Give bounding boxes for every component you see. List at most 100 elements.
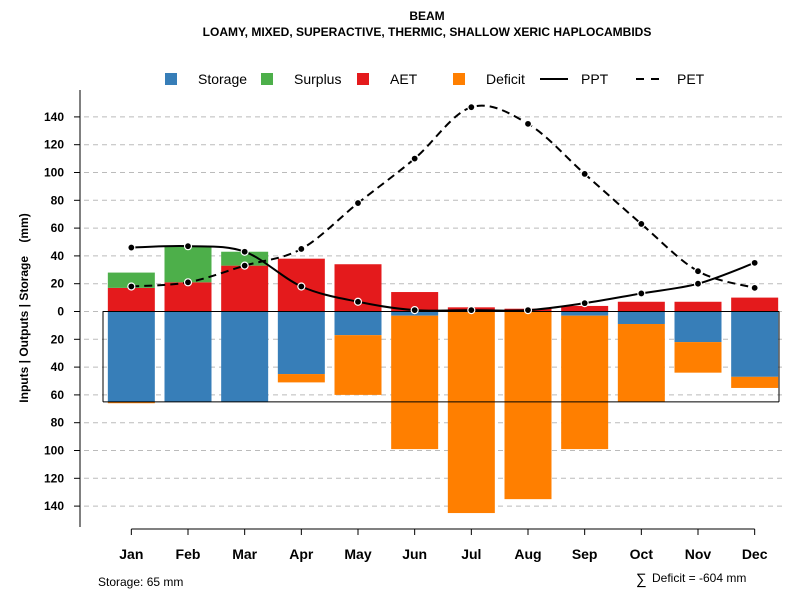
bar-storage [731,311,779,377]
point-pet [467,103,476,112]
legend-label: AET [390,71,418,87]
y-tick-label: 100 [44,166,64,180]
bar-deficit [731,376,779,388]
point-pet [410,154,419,163]
deficit-note: Deficit = -604 mm [652,571,746,585]
bar-storage [617,311,665,325]
y-tick-label: 140 [44,110,64,124]
legend-key-storage [165,73,177,85]
bar-aet [674,301,722,312]
bar-deficit [561,315,609,450]
y-tick-label: 120 [44,471,64,485]
point-pet [580,169,589,178]
y-tick-label: 100 [44,444,64,458]
bar-layer [107,246,779,514]
x-tick-label: Nov [685,546,712,562]
bar-surplus [107,272,155,288]
y-tick-label: 0 [57,305,64,319]
point-ppt [580,299,589,308]
chart-title: BEAM [409,9,444,23]
bar-deficit [334,335,382,395]
point-ppt [410,306,419,315]
x-tick-label: Dec [742,546,768,562]
bar-surplus [221,251,269,266]
bar-storage [277,311,325,375]
x-tick-label: Feb [176,546,201,562]
point-pet [127,282,136,291]
x-tick-label: Apr [289,546,314,562]
x-tick-label: Mar [232,546,257,562]
y-tick-label: 40 [51,249,65,263]
legend-key-surplus [261,73,273,85]
bar-aet [391,292,439,312]
legend-label: PET [677,71,705,87]
point-ppt [750,258,759,267]
point-pet [750,283,759,292]
point-pet [353,198,363,208]
legend-key-deficit [453,73,465,85]
bar-aet [221,265,269,312]
bar-deficit [617,324,665,402]
series-line-pet [131,104,755,289]
x-tick-label: Oct [630,546,654,562]
bar-deficit [447,311,495,514]
point-pet [297,244,306,254]
y-tick-label: 40 [51,360,65,374]
bar-aet [107,287,155,312]
y-tick-label: 140 [44,499,64,513]
point-ppt [353,297,363,306]
y-tick-label: 60 [51,221,65,235]
bar-storage [674,311,722,343]
y-tick-label: 20 [51,332,65,346]
legend-label: PPT [581,71,609,87]
point-pet [240,261,249,270]
point-pet [693,267,703,276]
bar-deficit [504,311,552,500]
x-tick-label: Jan [119,546,143,562]
y-tick-label: 60 [51,388,65,402]
bar-aet [731,297,779,312]
point-ppt [297,282,306,291]
point-ppt [637,289,646,298]
bar-aet [164,282,212,312]
point-ppt [240,247,249,256]
y-axis-label: Inputs | Outputs | Storage (mm) [17,213,31,402]
sigma-symbol: ∑ [636,571,647,588]
y-tick-label: 20 [51,277,65,291]
bar-storage [561,311,609,316]
x-tick-label: Sep [572,546,598,562]
x-tick-label: Aug [514,546,541,562]
bar-deficit [391,315,439,450]
bar-storage [334,311,382,336]
point-pet [183,278,193,287]
y-tick-label: 80 [51,193,65,207]
bar-deficit [107,401,155,404]
bar-storage [164,311,212,402]
legend-label: Surplus [294,71,341,87]
x-tick-label: Jun [402,546,427,562]
legend-label: Storage [198,71,247,87]
point-pet [637,219,646,229]
y-tick-label: 80 [51,416,65,430]
point-ppt [127,243,136,252]
legend-key-aet [357,73,369,85]
bar-deficit [277,374,325,383]
storage-note: Storage: 65 mm [98,575,183,589]
legend: Storage Surplus AET Deficit PPT PET [165,71,705,87]
bar-aet [617,301,665,312]
legend-label: Deficit [486,71,525,87]
chart-subtitle: LOAMY, MIXED, SUPERACTIVE, THERMIC, SHAL… [203,25,652,39]
axes: 140 120 100 80 60 40 20 0 20 40 60 80 100 120 140 Jan Fe… [44,90,768,562]
y-tick-label: 120 [44,138,64,152]
line-layer [127,103,759,315]
point-ppt [183,242,193,251]
bar-aet [561,305,609,312]
point-ppt [467,306,476,315]
point-ppt [523,306,533,315]
x-tick-label: May [344,546,371,562]
bar-storage [221,311,269,402]
bar-storage [107,311,155,402]
point-ppt [693,279,703,288]
x-tick-label: Jul [461,546,481,562]
